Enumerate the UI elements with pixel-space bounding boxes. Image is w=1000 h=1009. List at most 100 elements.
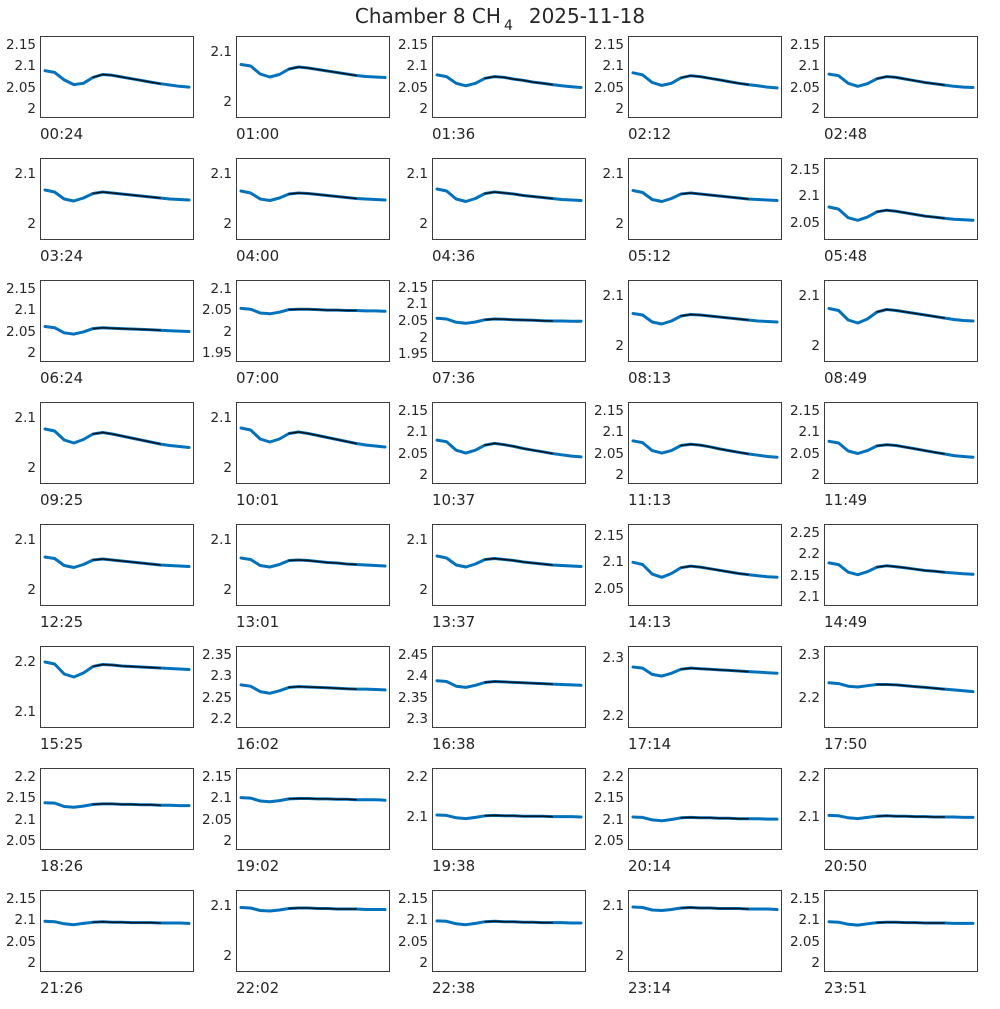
subplot-19:38: 2.2 2.1 19:38 (394, 762, 590, 884)
y-tick-label: 2.1 (210, 790, 232, 807)
line-plot (827, 307, 975, 325)
x-label: 02:12 (628, 125, 672, 143)
line-plot (239, 426, 387, 449)
line-plot (435, 919, 583, 927)
y-tick-label: 2.15 (789, 891, 820, 908)
y-tick-label: 2.15 (789, 403, 820, 420)
plot-area (628, 158, 782, 240)
y-tick-label: 2 (419, 100, 428, 117)
x-label: 16:02 (236, 735, 280, 753)
line-plot (239, 556, 387, 569)
y-tick-label: 2 (615, 100, 624, 117)
y-tick-label: 2.3 (210, 668, 232, 685)
plot-area (824, 402, 978, 484)
y-tick-label: 2.05 (593, 832, 624, 849)
line-plot (631, 312, 779, 326)
line-plot (827, 681, 975, 694)
y-tick-label: 2 (223, 832, 232, 849)
subplot-23:51: 2.15 2.1 2.05 2 23:51 (786, 884, 982, 1006)
y-tick-label: 2.25 (201, 689, 232, 706)
x-label: 00:24 (40, 125, 84, 143)
y-tick-label: 2 (223, 94, 232, 110)
x-label: 23:51 (824, 979, 868, 997)
y-tick-label: 2.2 (406, 769, 428, 785)
plot-area (236, 890, 390, 972)
subplot-17:14: 2.3 2.2 17:14 (590, 640, 786, 762)
y-tick-label: 2.1 (14, 811, 36, 828)
plot-area (236, 768, 390, 850)
y-tick-label: 2.1 (406, 166, 428, 182)
plot-area (432, 646, 586, 728)
y-tick-label: 2.05 (397, 79, 428, 96)
y-tick-label: 2.15 (593, 37, 624, 54)
y-tick-label: 2 (419, 466, 428, 483)
subplot-11:49: 2.15 2.1 2.05 2 11:49 (786, 396, 982, 518)
y-tick-label: 2.1 (14, 912, 36, 929)
x-label: 20:14 (628, 857, 672, 875)
y-tick-label: 2.2 (602, 707, 624, 724)
y-tick-label: 2.1 (798, 424, 820, 441)
line-plot (631, 665, 779, 678)
y-tick-label: 2.35 (397, 689, 428, 706)
y-tick-label: 2.15 (397, 891, 428, 908)
y-tick-label: 2 (615, 948, 624, 964)
subplot-09:25: 2.1 2 09:25 (2, 396, 198, 518)
x-label: 19:38 (432, 857, 476, 875)
y-tick-label: 2.05 (397, 445, 428, 462)
y-tick-label: 2.1 (798, 288, 820, 304)
y-tick-label: 2.1 (406, 424, 428, 441)
x-label: 13:01 (236, 613, 280, 631)
y-tick-label: 2.1 (798, 588, 820, 605)
line-plot (827, 205, 975, 222)
y-tick-label: 2 (811, 338, 820, 354)
y-tick-label: 2 (615, 338, 624, 354)
plot-area (824, 768, 978, 850)
x-label: 22:02 (236, 979, 280, 997)
y-tick-label: 2.2 (798, 689, 820, 706)
subplot-15:25: 2.2 2.1 15:25 (2, 640, 198, 762)
x-label: 11:49 (824, 491, 868, 509)
y-tick-label: 2.05 (5, 79, 36, 96)
subplot-05:48: 2.15 2.1 2.05 05:48 (786, 152, 982, 274)
y-tick-label: 2.1 (602, 811, 624, 828)
y-tick-label: 2.05 (397, 313, 428, 329)
x-label: 03:24 (40, 247, 84, 265)
x-label: 16:38 (432, 735, 476, 753)
y-tick-label: 2.1 (210, 898, 232, 914)
subplot-22:02: 2.1 2 22:02 (198, 884, 394, 1006)
title-text: Chamber 8 CH (354, 4, 501, 28)
subplot-22:38: 2.15 2.1 2.05 2 22:38 (394, 884, 590, 1006)
subplot-14:13: 2.15 2.1 2.05 14:13 (590, 518, 786, 640)
plot-area (824, 36, 978, 118)
x-label: 08:13 (628, 369, 672, 387)
subplot-06:24: 2.15 2.1 2.05 2 06:24 (2, 274, 198, 396)
subplot-04:36: 2.1 2 04:36 (394, 152, 590, 274)
y-tick-label: 2.1 (14, 302, 36, 319)
x-label: 10:37 (432, 491, 476, 509)
y-tick-label: 2.1 (14, 532, 36, 548)
y-tick-label: 2.05 (593, 79, 624, 96)
plot-area (628, 524, 782, 606)
y-tick-label: 2.05 (593, 581, 624, 597)
line-plot (827, 439, 975, 459)
subplot-01:36: 2.15 2.1 2.05 2 01:36 (394, 30, 590, 152)
plot-area (40, 890, 194, 972)
plot-area (824, 524, 978, 606)
y-tick-label: 2.15 (397, 37, 428, 54)
subplot-02:12: 2.15 2.1 2.05 2 02:12 (590, 30, 786, 152)
x-label: 17:50 (824, 735, 868, 753)
subplot-18:26: 2.2 2.15 2.1 2.05 18:26 (2, 762, 198, 884)
x-label: 18:26 (40, 857, 84, 875)
y-tick-label: 2 (27, 954, 36, 971)
subplot-20:50: 2.2 2.1 20:50 (786, 762, 982, 884)
y-tick-label: 2.15 (789, 37, 820, 54)
y-tick-label: 2.1 (406, 912, 428, 929)
x-label: 14:13 (628, 613, 672, 631)
y-tick-label: 2.2 (602, 769, 624, 786)
subplot-10:37: 2.15 2.1 2.05 2 10:37 (394, 396, 590, 518)
subplot-07:36: 2.15 2.1 2.05 2 1.95 07:36 (394, 274, 590, 396)
subplot-08:13: 2.1 2 08:13 (590, 274, 786, 396)
y-tick-label: 2.05 (397, 933, 428, 950)
y-tick-label: 2.1 (406, 532, 428, 548)
y-tick-label: 2.05 (5, 933, 36, 950)
